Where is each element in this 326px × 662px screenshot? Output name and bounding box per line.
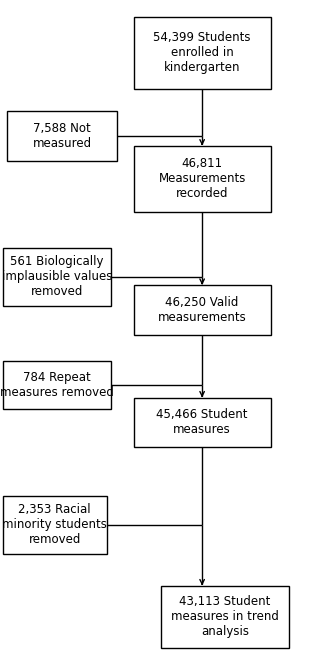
FancyBboxPatch shape <box>3 361 111 409</box>
FancyBboxPatch shape <box>134 17 271 89</box>
Text: 46,811
Measurements
recorded: 46,811 Measurements recorded <box>158 158 246 200</box>
Text: 2,353 Racial
minority students
removed: 2,353 Racial minority students removed <box>2 504 107 546</box>
Text: 46,250 Valid
measurements: 46,250 Valid measurements <box>158 296 246 324</box>
FancyBboxPatch shape <box>161 586 289 649</box>
FancyBboxPatch shape <box>3 248 111 306</box>
Text: 784 Repeat
measures removed: 784 Repeat measures removed <box>0 371 114 399</box>
Text: 54,399 Students
enrolled in
kindergarten: 54,399 Students enrolled in kindergarten <box>153 32 251 74</box>
FancyBboxPatch shape <box>134 146 271 212</box>
Text: 7,588 Not
measured: 7,588 Not measured <box>32 122 92 150</box>
FancyBboxPatch shape <box>134 285 271 334</box>
Text: 43,113 Student
measures in trend
analysis: 43,113 Student measures in trend analysi… <box>171 596 279 638</box>
Text: 561 Biologically
implausible values
removed: 561 Biologically implausible values remo… <box>2 256 112 298</box>
Text: 45,466 Student
measures: 45,466 Student measures <box>156 408 248 436</box>
FancyBboxPatch shape <box>7 111 117 160</box>
FancyBboxPatch shape <box>134 397 271 448</box>
FancyBboxPatch shape <box>3 496 107 554</box>
